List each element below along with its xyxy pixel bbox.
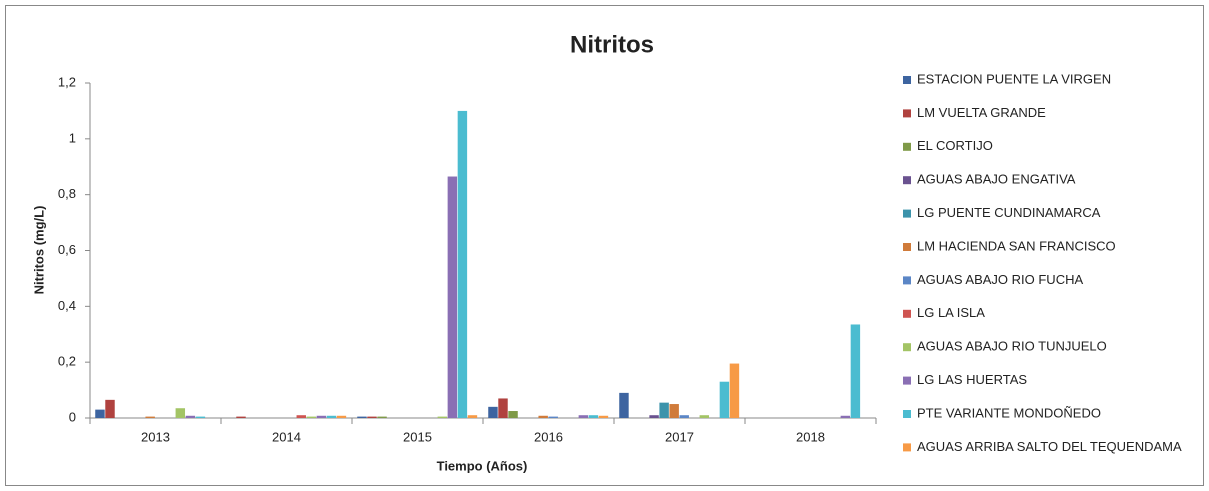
- bar: [326, 415, 337, 418]
- x-axis-title: Tiempo (Años): [437, 458, 528, 473]
- bar: [195, 416, 206, 418]
- legend-label: ESTACION PUENTE LA VIRGEN: [917, 71, 1111, 86]
- bar: [719, 381, 730, 418]
- bar: [679, 415, 689, 418]
- legend-swatch: [903, 243, 911, 251]
- bar: [669, 404, 679, 418]
- bar: [95, 409, 105, 418]
- x-tick-label: 2014: [272, 429, 301, 444]
- legend-label: EL CORTIJO: [917, 138, 993, 153]
- bar: [367, 416, 377, 418]
- bar: [306, 416, 317, 418]
- bar: [467, 415, 478, 418]
- bar: [336, 415, 347, 418]
- bar: [175, 408, 186, 418]
- y-tick-label: 1: [69, 130, 76, 145]
- bar: [488, 406, 498, 418]
- y-tick-label: 0,6: [58, 242, 76, 257]
- bar: [236, 416, 246, 418]
- bar: [649, 415, 659, 418]
- bar: [840, 415, 851, 418]
- bar: [729, 363, 740, 418]
- bar: [508, 411, 518, 418]
- chart-title: Nitritos: [570, 31, 654, 58]
- bar: [357, 416, 367, 418]
- y-tick-label: 0,2: [58, 354, 76, 369]
- bar: [619, 392, 629, 418]
- legend-swatch: [903, 176, 911, 185]
- legend-swatch: [903, 209, 911, 218]
- bar: [296, 415, 306, 418]
- legend-label: AGUAS ABAJO ENGATIVA: [917, 172, 1076, 187]
- chart-border: [5, 5, 1204, 486]
- y-tick-label: 1,2: [58, 74, 76, 89]
- bar: [659, 402, 669, 418]
- legend-label: LG LAS HUERTAS: [917, 372, 1027, 387]
- y-tick-label: 0,4: [58, 298, 76, 313]
- x-tick-label: 2018: [796, 429, 825, 444]
- bar: [316, 415, 327, 418]
- y-axis-title: Nitritos (mg/L): [31, 206, 46, 295]
- bar: [447, 176, 458, 418]
- x-tick-label: 2016: [534, 429, 563, 444]
- x-tick-label: 2017: [665, 429, 694, 444]
- legend-swatch: [903, 76, 911, 84]
- bar: [538, 415, 548, 418]
- bar: [598, 415, 609, 418]
- bar: [578, 415, 589, 418]
- y-tick-label: 0: [69, 409, 76, 424]
- bar: [105, 399, 115, 418]
- legend-swatch: [903, 443, 911, 452]
- legend-label: AGUAS ABAJO RIO TUNJUELO: [917, 339, 1107, 354]
- bar: [548, 416, 558, 418]
- legend-label: AGUAS ARRIBA SALTO DEL TEQUENDAMA: [917, 439, 1182, 454]
- bar: [457, 110, 468, 419]
- legend-label: LG LA ISLA: [917, 305, 985, 320]
- legend-swatch: [903, 410, 911, 418]
- legend-swatch: [903, 109, 911, 118]
- y-tick-label: 0,8: [58, 186, 76, 201]
- x-tick-label: 2013: [141, 429, 170, 444]
- legend-swatch: [903, 309, 911, 318]
- legend-swatch: [903, 343, 911, 352]
- bar: [185, 415, 196, 418]
- legend-label: PTE VARIANTE MONDOÑEDO: [917, 405, 1101, 420]
- bar: [850, 324, 861, 418]
- bar: [145, 416, 155, 418]
- bar: [588, 415, 599, 418]
- legend-swatch: [903, 142, 911, 151]
- legend-label: LM VUELTA GRANDE: [917, 105, 1046, 120]
- bar: [377, 416, 387, 418]
- legend-label: LM HACIENDA SAN FRANCISCO: [917, 238, 1116, 253]
- x-tick-label: 2015: [403, 429, 432, 444]
- bar: [699, 415, 710, 418]
- bar: [498, 398, 508, 418]
- legend-label: AGUAS ABAJO RIO FUCHA: [917, 272, 1083, 287]
- legend-swatch: [903, 276, 911, 285]
- legend-swatch: [903, 376, 911, 385]
- bar: [437, 416, 448, 418]
- legend-label: LG PUENTE CUNDINAMARCA: [917, 205, 1101, 220]
